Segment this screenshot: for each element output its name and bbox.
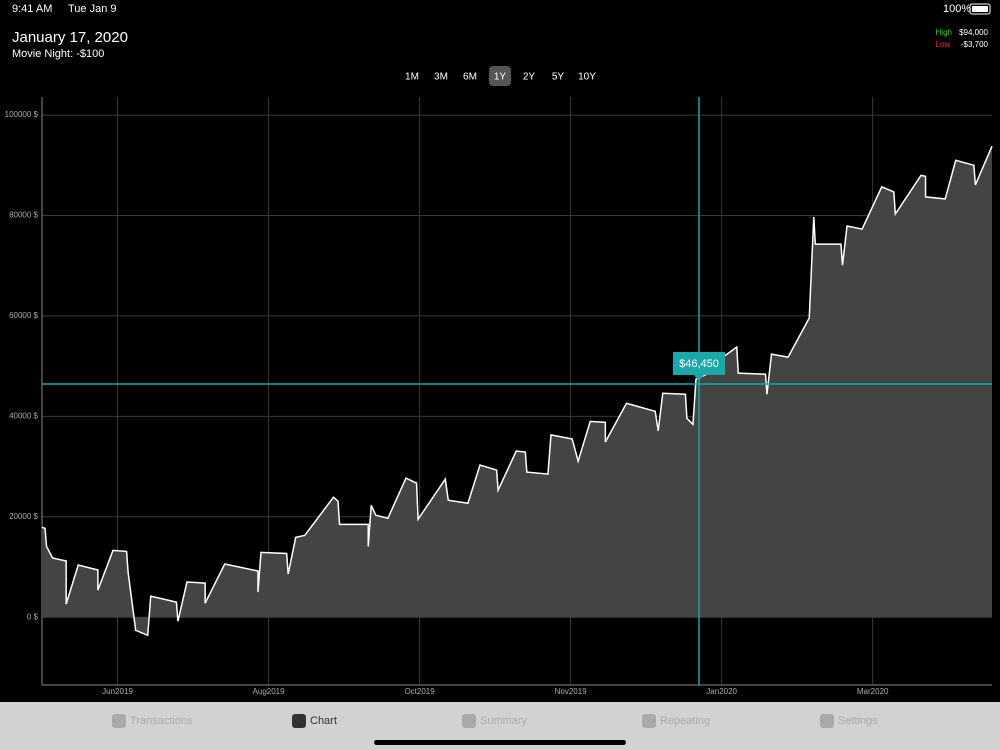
battery-icon [969, 3, 991, 15]
y-tick-label: 100000 $ [5, 110, 39, 119]
range-button[interactable]: 3M [434, 72, 448, 83]
low-value: -$3,700 [961, 40, 989, 49]
area-fill [42, 146, 992, 636]
tab-label[interactable]: Chart [310, 715, 337, 727]
low-label: Low [935, 40, 950, 49]
header-title: January 17, 2020 [12, 29, 128, 46]
home-indicator [374, 740, 626, 745]
range-button[interactable]: 5Y [552, 72, 565, 83]
high-value: $94,000 [959, 28, 988, 37]
y-tick-label: 0 $ [27, 612, 39, 621]
tab-label[interactable]: Transactions [130, 715, 193, 727]
tooltip-box [672, 351, 725, 375]
x-tick-label: Jun2019 [102, 687, 133, 696]
battery-text: 100% [943, 3, 971, 15]
range-button[interactable]: 10Y [578, 72, 596, 83]
x-tick-label: Nov2019 [555, 687, 588, 696]
range-button[interactable]: 2Y [523, 72, 536, 83]
tab-icon [462, 714, 476, 728]
y-tick-label: 20000 $ [9, 512, 38, 521]
battery-level [972, 6, 988, 12]
line [41, 145, 993, 637]
x-tick-label: Mar2020 [857, 687, 889, 696]
tab-icon [112, 714, 126, 728]
x-tick-label: Oct2019 [404, 687, 435, 696]
range-button[interactable]: 6M [463, 72, 477, 83]
y-tick-label: 40000 $ [9, 411, 38, 420]
status-time: 9:41 AM [12, 3, 52, 15]
tab-label[interactable]: Summary [480, 715, 528, 727]
x-tick-label: Jan2020 [706, 687, 737, 696]
tab-label[interactable]: Repeating [660, 715, 710, 727]
tooltip-label: $46,450 [679, 358, 719, 370]
header-subtitle: Movie Night: -$100 [12, 48, 104, 60]
tooltip-pointer [693, 374, 704, 381]
range-button[interactable]: 1M [405, 72, 419, 83]
y-tick-label: 80000 $ [9, 211, 38, 220]
y-tick-label: 60000 $ [9, 311, 38, 320]
tab-icon [820, 714, 834, 728]
tab-icon [292, 714, 306, 728]
high-label: High [936, 28, 952, 37]
range-button[interactable]: 1Y [494, 72, 507, 83]
tab-icon [642, 714, 656, 728]
range-selected [489, 66, 511, 86]
status-date: Tue Jan 9 [68, 3, 117, 15]
x-tick-label: Aug2019 [253, 687, 286, 696]
tab-label[interactable]: Settings [838, 715, 878, 727]
